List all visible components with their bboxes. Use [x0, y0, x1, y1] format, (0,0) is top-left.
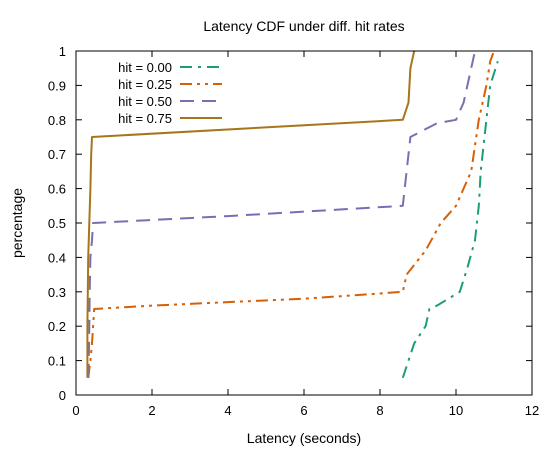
- y-tick-label: 0: [59, 388, 66, 403]
- plot-frame: [75, 50, 533, 396]
- y-tick-label: 0.9: [48, 78, 66, 93]
- y-tick-label: 0.3: [48, 285, 66, 300]
- x-tick-label: 0: [72, 403, 79, 418]
- y-tick-label: 0.7: [48, 147, 66, 162]
- y-tick-label: 0.2: [48, 319, 66, 334]
- y-tick-label: 0.5: [48, 216, 66, 231]
- x-tick-label: 6: [300, 403, 307, 418]
- legend-label-1: hit = 0.25: [118, 77, 172, 92]
- legend-label-3: hit = 0.75: [118, 111, 172, 126]
- chart-title: Latency CDF under diff. hit rates: [203, 18, 404, 34]
- series-line-0: [401, 60, 499, 379]
- x-tick-label: 4: [224, 403, 231, 418]
- x-tick-label: 8: [376, 403, 383, 418]
- series-layer: [86, 50, 499, 379]
- x-tick-label: 12: [525, 403, 539, 418]
- y-tick-label: 0.4: [48, 250, 66, 265]
- y-tick-label: 0.1: [48, 354, 66, 369]
- series-line-3: [86, 50, 416, 378]
- axis-tick-labels: 0 2 4 6 8 10 12 0 0.1 0.2 0.3 0.4 0.5 0.6 0.7 0.8 0.9 1: [48, 44, 539, 418]
- y-axis-title: percentage: [9, 188, 25, 258]
- y-tick-label: 0.6: [48, 182, 66, 197]
- series-line-1: [87, 50, 495, 378]
- legend-label-0: hit = 0.00: [118, 60, 172, 75]
- x-axis-title: Latency (seconds): [247, 430, 361, 446]
- y-tick-label: 1: [59, 44, 66, 59]
- x-tick-label: 10: [449, 403, 463, 418]
- series-line-2: [87, 50, 476, 378]
- legend: hit = 0.00 hit = 0.25 hit = 0.50 hit = 0.75: [118, 60, 222, 126]
- x-tick-label: 2: [148, 403, 155, 418]
- y-tick-label: 0.8: [48, 113, 66, 128]
- legend-label-2: hit = 0.50: [118, 94, 172, 109]
